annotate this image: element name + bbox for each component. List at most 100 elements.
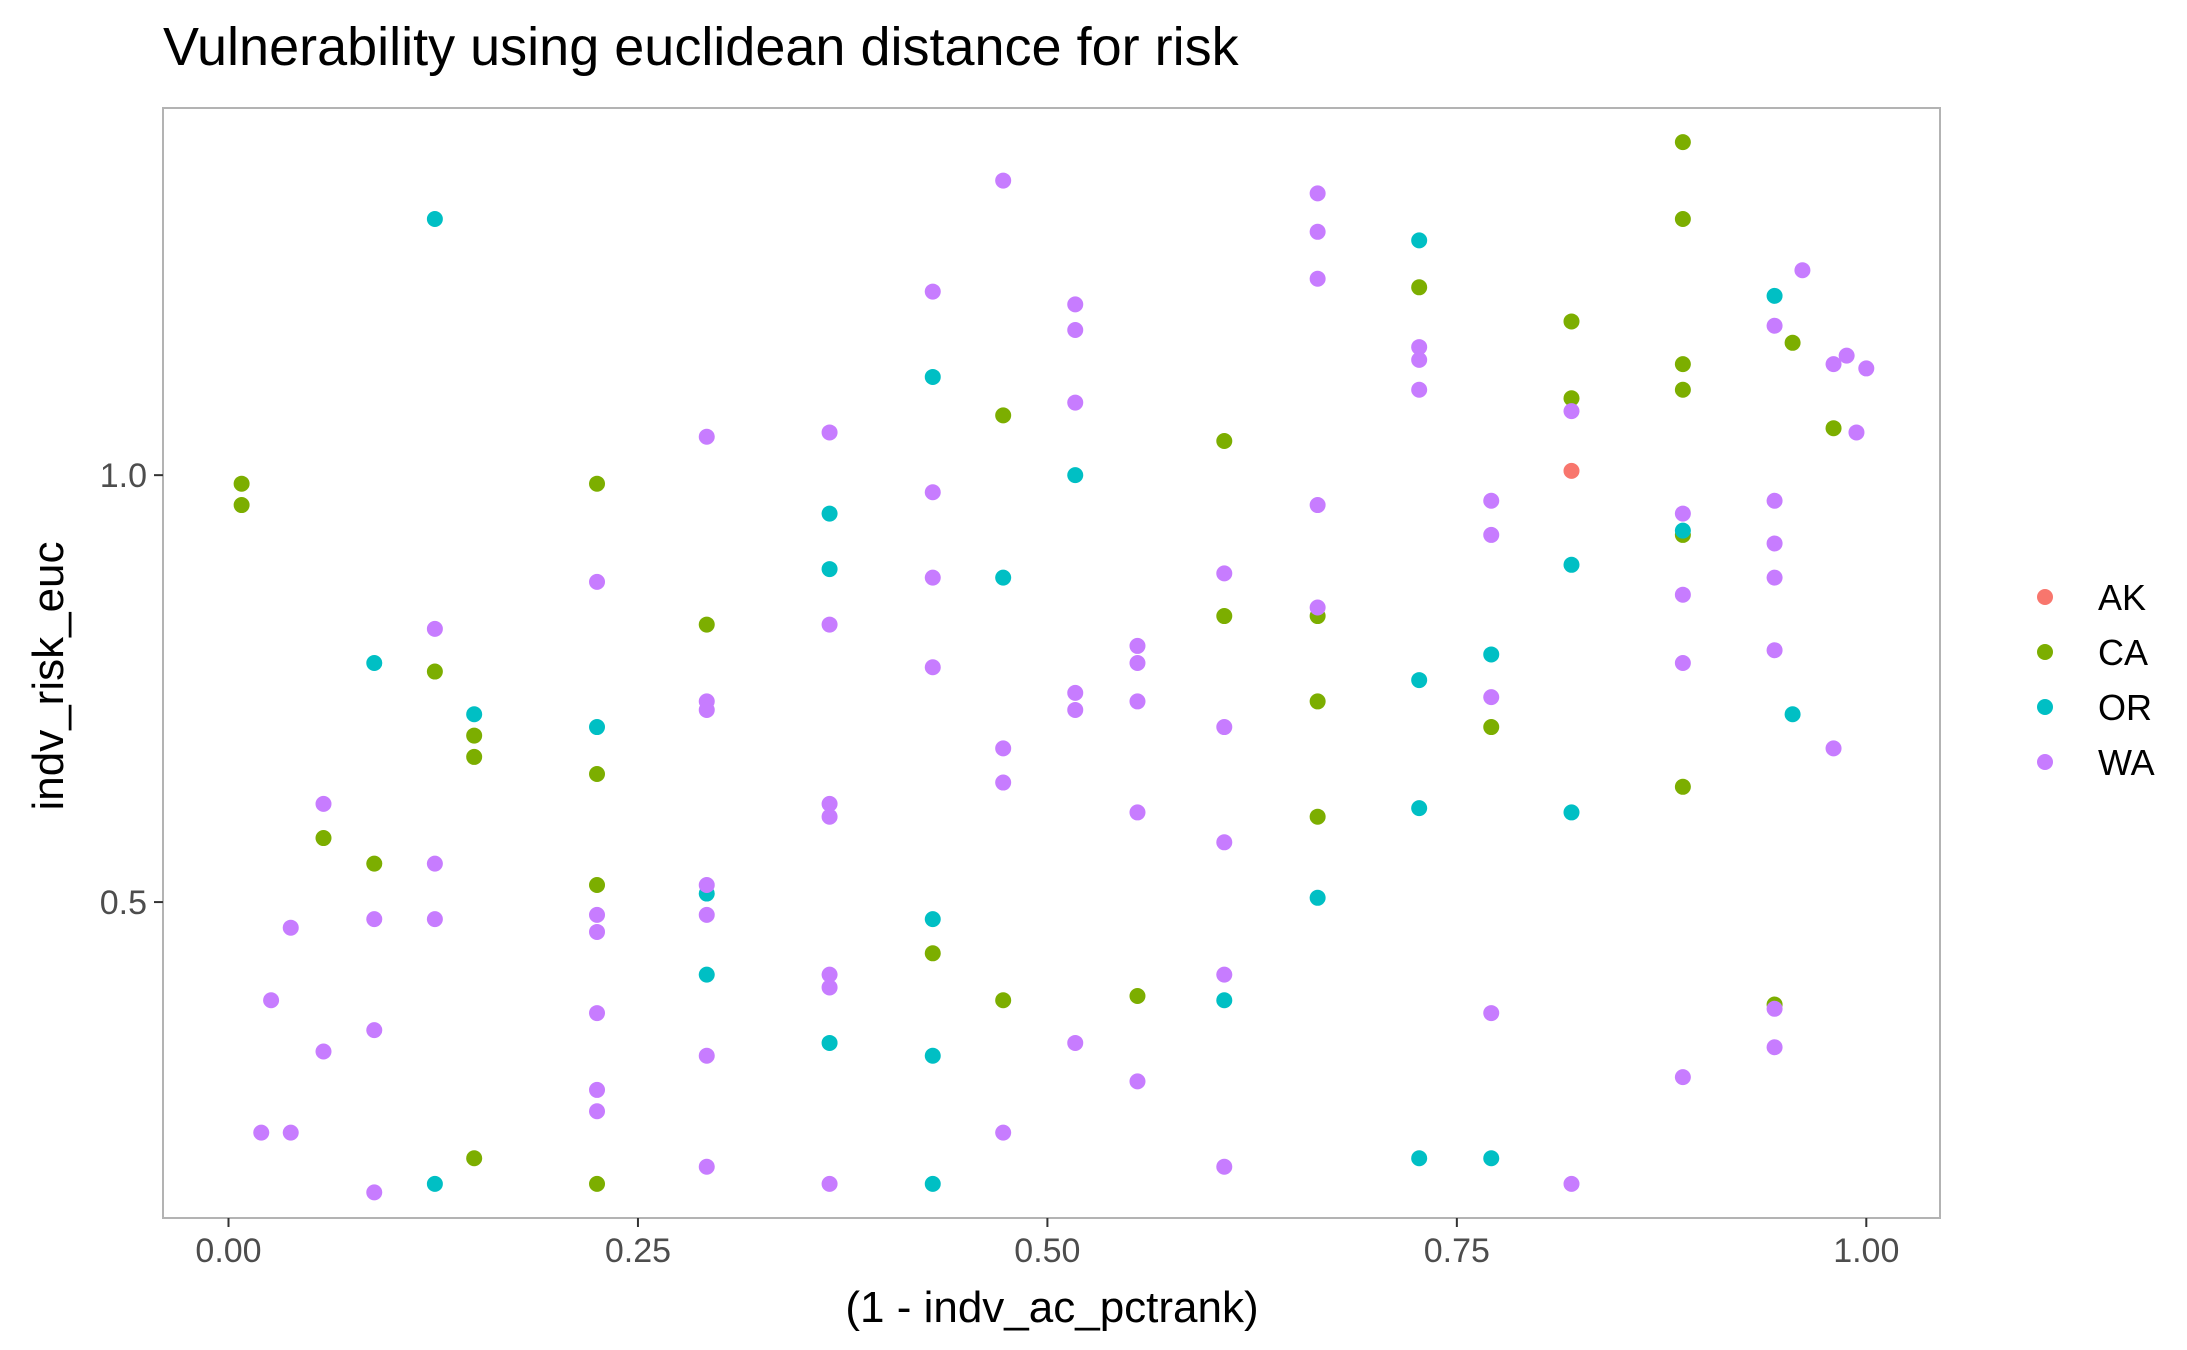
- data-point-wa: [1483, 689, 1500, 706]
- x-tick-label: 1.00: [1833, 1232, 1899, 1270]
- data-point-wa: [1858, 360, 1875, 377]
- data-point-or: [1411, 232, 1428, 249]
- data-point-or: [466, 706, 483, 723]
- data-point-wa: [698, 1158, 715, 1175]
- data-point-ca: [426, 663, 443, 680]
- data-point-wa: [282, 919, 299, 936]
- data-point-wa: [315, 1043, 332, 1060]
- data-point-ca: [1216, 433, 1233, 449]
- data-point-wa: [1216, 719, 1233, 736]
- legend-key-wa: [2037, 754, 2053, 770]
- data-point-wa: [315, 795, 332, 812]
- data-point-wa: [1483, 492, 1500, 509]
- chart-title: Vulnerability using euclidean distance f…: [163, 17, 1240, 77]
- data-point-wa: [253, 1124, 270, 1141]
- data-point-wa: [995, 774, 1012, 791]
- data-point-wa: [1825, 356, 1842, 373]
- data-point-wa: [821, 1175, 838, 1192]
- data-point-wa: [426, 911, 443, 928]
- data-point-wa: [1309, 223, 1326, 240]
- data-point-ca: [1309, 808, 1326, 825]
- data-point-wa: [1766, 569, 1783, 586]
- data-point-wa: [1067, 296, 1084, 313]
- data-point-wa: [1067, 322, 1084, 338]
- data-point-wa: [1067, 1034, 1084, 1051]
- data-point-ca: [466, 727, 483, 744]
- data-point-ca: [1563, 390, 1580, 407]
- data-point-wa: [1216, 834, 1233, 851]
- data-point-ca: [589, 1175, 606, 1192]
- legend-key-or: [2037, 699, 2053, 715]
- legend-key-ca: [2037, 644, 2053, 660]
- data-point-or: [924, 368, 941, 385]
- data-point-wa: [1766, 642, 1783, 659]
- data-point-wa: [1483, 1005, 1500, 1022]
- data-point-wa: [1129, 637, 1146, 654]
- data-point-wa: [1766, 317, 1783, 334]
- data-point-ca: [315, 830, 332, 847]
- data-point-or: [821, 505, 838, 522]
- data-point-or: [1563, 804, 1580, 821]
- data-point-or: [1483, 646, 1500, 663]
- data-point-wa: [1216, 565, 1233, 582]
- y-axis-title: indv_risk_euc: [24, 541, 73, 810]
- data-point-wa: [698, 701, 715, 718]
- plot-panel: [162, 107, 1941, 1219]
- data-point-wa: [995, 1124, 1012, 1141]
- data-point-or: [698, 966, 715, 983]
- data-point-wa: [1838, 347, 1855, 364]
- data-point-wa: [1766, 535, 1783, 552]
- data-point-ca: [589, 475, 606, 492]
- data-point-wa: [698, 906, 715, 923]
- data-point-wa: [1848, 424, 1865, 441]
- data-point-ca: [1129, 988, 1146, 1004]
- x-tick-label: 0.25: [605, 1232, 671, 1270]
- data-point-or: [1674, 522, 1691, 539]
- data-point-or: [1483, 1150, 1500, 1167]
- data-point-ca: [1411, 279, 1428, 296]
- data-point-wa: [426, 855, 443, 872]
- data-point-wa: [1309, 270, 1326, 287]
- data-point-ca: [698, 616, 715, 633]
- data-point-wa: [589, 573, 606, 590]
- legend-key-ak: [2037, 589, 2053, 605]
- data-point-wa: [1411, 351, 1428, 368]
- data-point-ca: [995, 992, 1012, 1009]
- data-point-wa: [1411, 381, 1428, 398]
- data-point-wa: [924, 659, 941, 676]
- data-point-ca: [589, 766, 606, 782]
- data-point-wa: [1411, 339, 1428, 356]
- data-point-wa: [1766, 1000, 1783, 1017]
- data-point-or: [821, 1034, 838, 1051]
- data-point-wa: [698, 1047, 715, 1064]
- data-point-wa: [821, 966, 838, 983]
- data-point-ca: [924, 945, 941, 962]
- data-point-wa: [1483, 526, 1500, 543]
- data-point-ca: [1674, 356, 1691, 373]
- data-point-wa: [1309, 497, 1326, 514]
- data-point-or: [366, 655, 383, 671]
- data-point-ca: [1674, 134, 1691, 151]
- data-point-or: [1411, 1150, 1428, 1167]
- data-point-wa: [366, 911, 383, 928]
- legend-label-or: OR: [2098, 687, 2152, 728]
- data-point-or: [1067, 467, 1084, 484]
- data-point-ca: [1674, 778, 1691, 795]
- legend-label-wa: WA: [2098, 742, 2155, 783]
- data-points: [233, 134, 1875, 1201]
- data-point-wa: [821, 424, 838, 441]
- data-point-or: [995, 569, 1012, 586]
- data-point-wa: [924, 484, 941, 501]
- data-point-wa: [1129, 693, 1146, 710]
- data-point-wa: [995, 740, 1012, 757]
- data-point-wa: [821, 616, 838, 633]
- x-tick-label: 0.00: [195, 1232, 261, 1270]
- data-point-ca: [995, 407, 1012, 424]
- data-point-or: [589, 719, 606, 736]
- data-point-wa: [821, 795, 838, 812]
- data-point-ca: [1483, 719, 1500, 736]
- data-point-wa: [1766, 1039, 1783, 1056]
- legend-label-ca: CA: [2098, 632, 2148, 673]
- x-tick-label: 0.75: [1424, 1232, 1490, 1270]
- y-axis: 0.5 1.0: [100, 457, 163, 922]
